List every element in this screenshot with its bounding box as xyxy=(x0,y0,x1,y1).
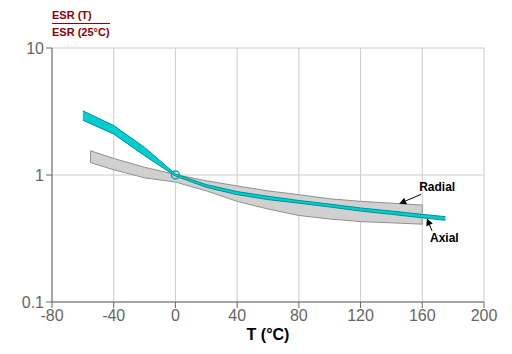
svg-text:10: 10 xyxy=(26,42,44,57)
svg-text:-80: -80 xyxy=(40,307,64,325)
svg-text:Radial: Radial xyxy=(419,180,455,194)
svg-text:160: 160 xyxy=(409,307,436,324)
svg-text:0: 0 xyxy=(171,307,180,324)
svg-text:-40: -40 xyxy=(102,307,125,324)
svg-text:200: 200 xyxy=(471,307,498,324)
svg-text:T (°C): T (°C) xyxy=(247,326,290,343)
svg-text:1: 1 xyxy=(35,167,44,184)
svg-text:Axial: Axial xyxy=(430,231,459,245)
svg-text:120: 120 xyxy=(347,307,374,324)
html-text:ESR (25°C): ESR (25°C) xyxy=(52,26,110,38)
svg-text:80: 80 xyxy=(290,307,308,324)
svg-text:40: 40 xyxy=(228,307,246,324)
html-text:ESR (T): ESR (T) xyxy=(52,9,92,21)
svg-text:0.1: 0.1 xyxy=(22,294,44,311)
